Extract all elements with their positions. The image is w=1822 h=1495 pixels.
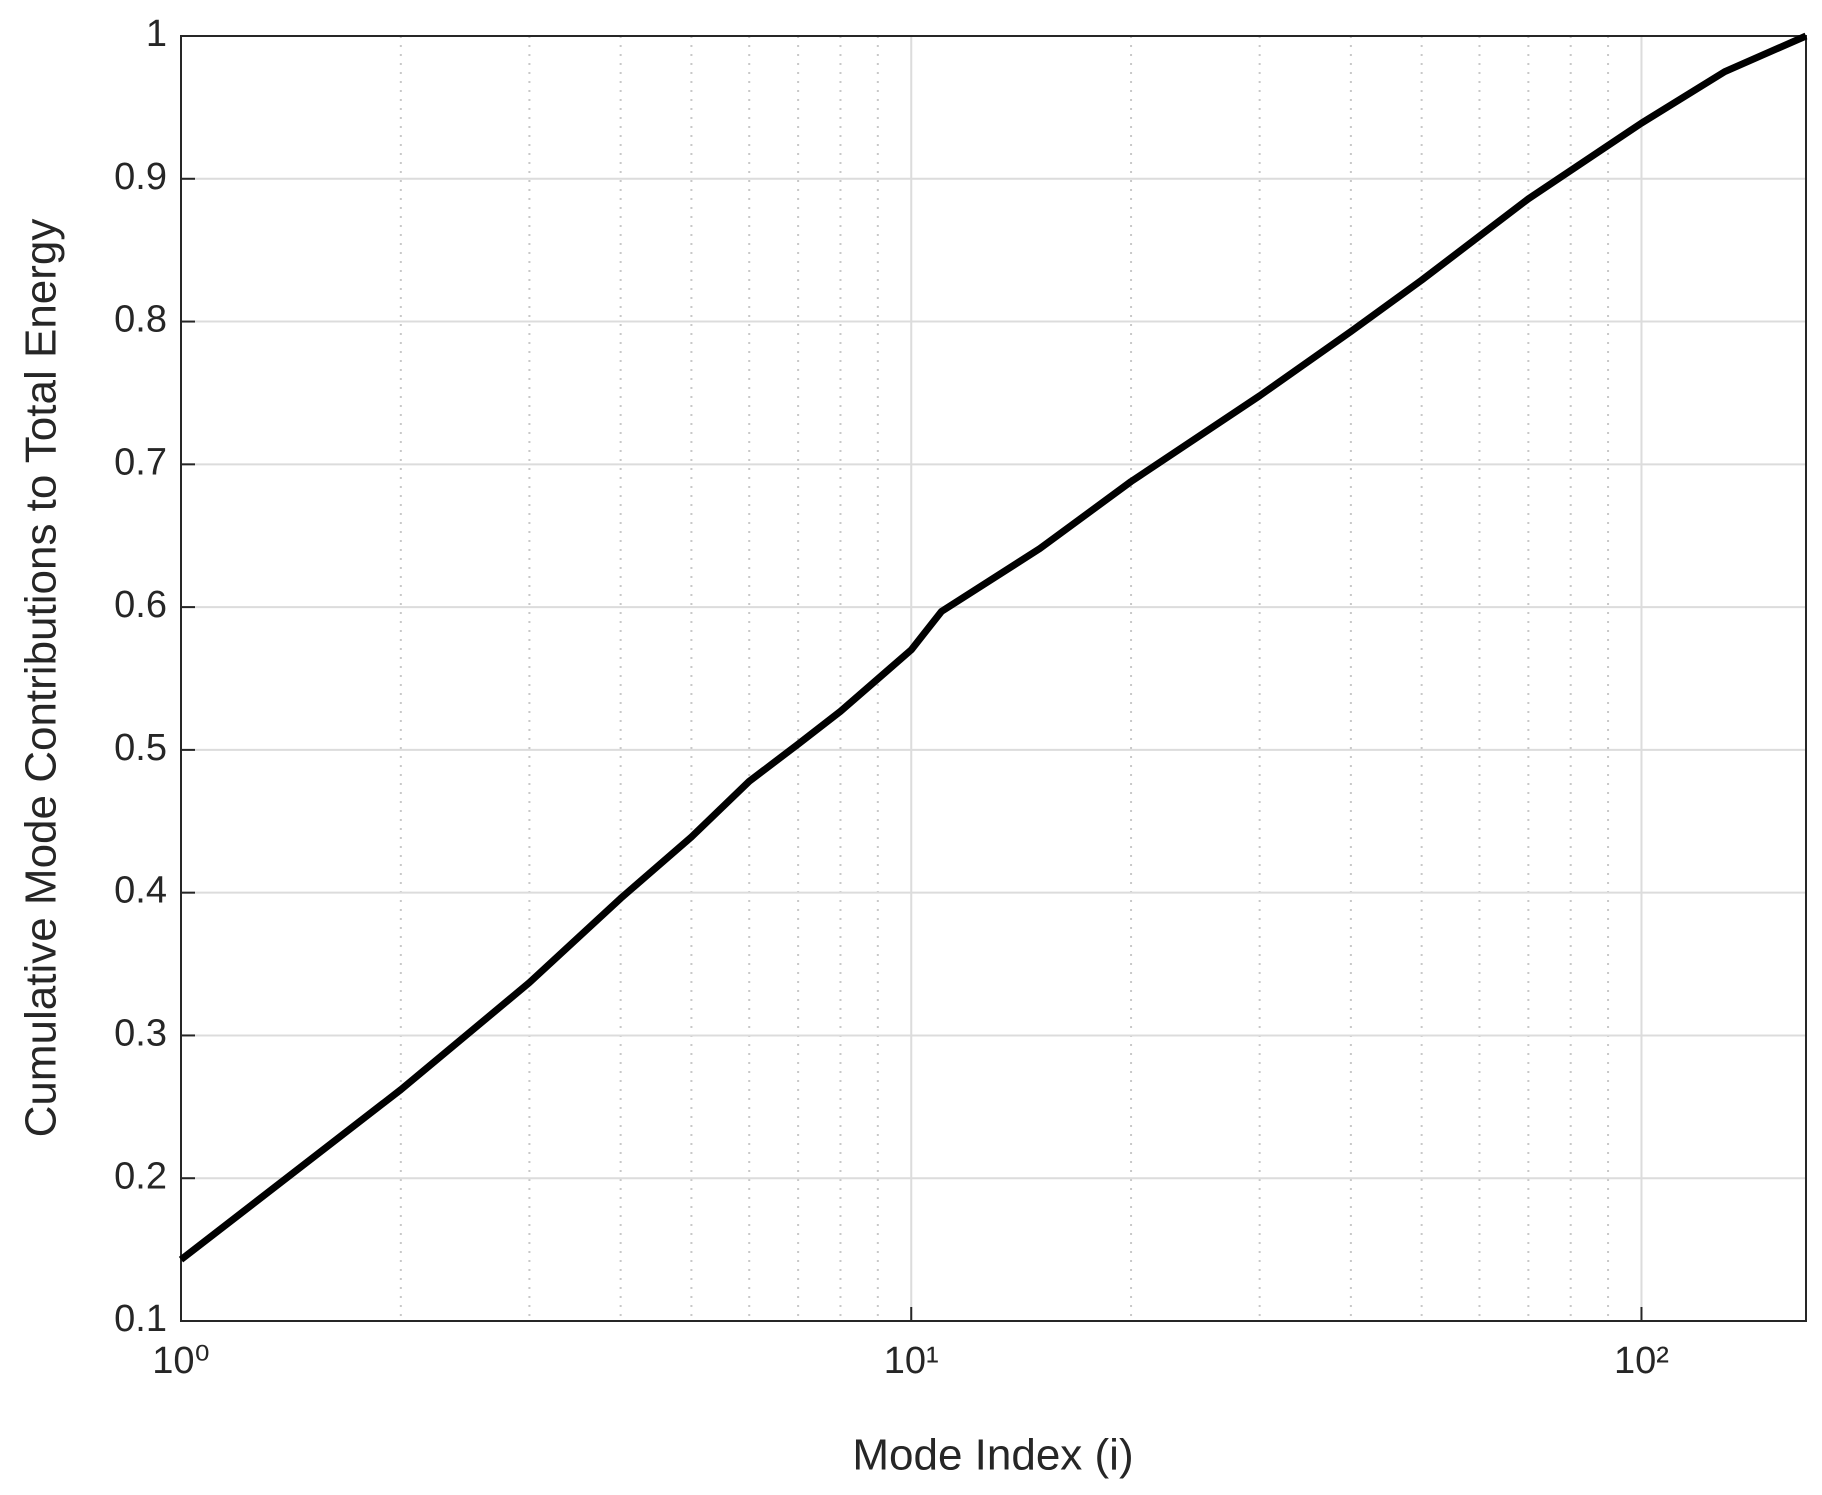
y-tick-label: 0.3: [114, 1012, 167, 1054]
y-tick-label: 0.8: [114, 299, 167, 341]
plot-frame: [180, 35, 1807, 1322]
y-tick-label: 0.5: [114, 727, 167, 769]
y-axis-label: Cumulative Mode Contributions to Total E…: [17, 219, 66, 1138]
x-tick-label: 10⁰: [152, 1340, 210, 1382]
x-tick-label: 10²: [1614, 1340, 1669, 1382]
y-tick-label: 1: [146, 13, 167, 55]
y-tick-label: 0.6: [114, 584, 167, 626]
y-tick-label: 0.9: [114, 156, 167, 198]
x-tick-label: 10¹: [884, 1340, 939, 1382]
y-tick-label: 0.7: [114, 441, 167, 483]
y-tick-label: 0.4: [114, 870, 167, 912]
y-tick-label: 0.1: [114, 1298, 167, 1340]
x-axis-label: Mode Index (i): [852, 1431, 1133, 1480]
data-line: [178, 32, 1808, 1263]
y-tick-label: 0.2: [114, 1155, 167, 1197]
